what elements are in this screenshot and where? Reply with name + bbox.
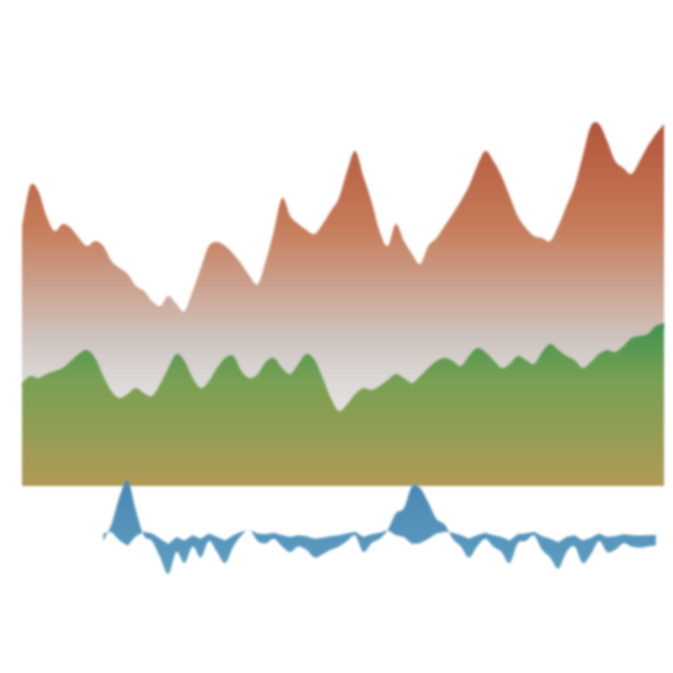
oscillation-layer bbox=[103, 480, 656, 575]
upper-band-layer bbox=[22, 122, 664, 417]
upper-band-area bbox=[22, 122, 664, 417]
lower-band-layer bbox=[22, 323, 664, 486]
lower-band-area bbox=[22, 323, 664, 486]
plot-area bbox=[22, 122, 664, 575]
oscillation-area bbox=[103, 480, 656, 575]
